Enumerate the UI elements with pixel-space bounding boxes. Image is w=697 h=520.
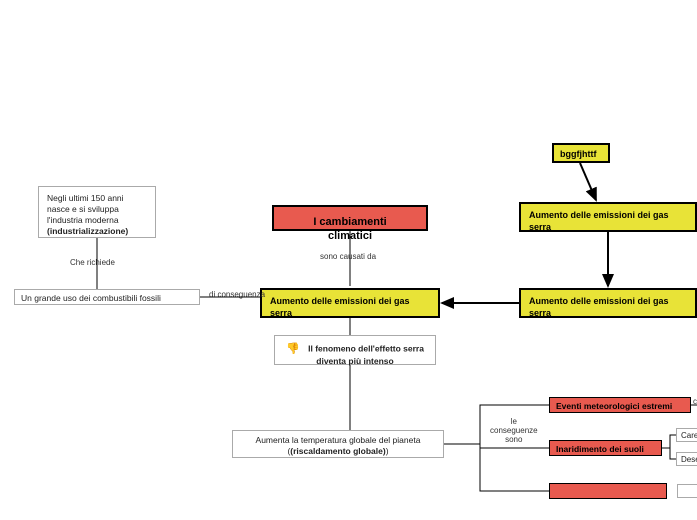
edge-riscald-inarid: [444, 444, 549, 448]
leconseg-line1: conseguenze: [490, 426, 538, 435]
node-carestie[interactable]: Carestie: [676, 428, 697, 442]
label-sono-causati: sono causati da: [320, 252, 376, 261]
node-red-bottom[interactable]: [549, 483, 667, 499]
riscald-line1: (riscaldamento globale): [290, 446, 385, 456]
node-emiss-center[interactable]: Aumento delle emissioni dei gas serra: [260, 288, 440, 318]
node-title[interactable]: I cambiamenti climatici: [272, 205, 428, 231]
industrial-line3: (industrializzazione): [47, 226, 128, 236]
node-fossili[interactable]: Un grande uso dei combustibili fossili: [14, 289, 200, 305]
industrial-line2: l'industria moderna: [47, 215, 119, 225]
node-bggf[interactable]: bggfjhttf: [552, 143, 610, 163]
edge-inarid-carestie: [662, 435, 676, 448]
node-eventi[interactable]: Eventi meteorologici estremi: [549, 397, 691, 413]
node-riscald[interactable]: Aumenta la temperatura globale del piane…: [232, 430, 444, 458]
riscald-line0: Aumenta la temperatura globale del piane…: [256, 435, 421, 445]
effetto-text: Il fenomeno dell'effetto serra diventa p…: [308, 343, 424, 366]
label-che-richiede: Che richiede: [70, 258, 115, 267]
industrial-line1: nasce e si sviluppa: [47, 204, 119, 214]
leconseg-line2: sono: [505, 435, 522, 444]
label-di-conseguenza: di conseguenza: [209, 290, 265, 299]
node-desertif[interactable]: Desertificazio: [676, 452, 697, 466]
node-emiss-right[interactable]: Aumento delle emissioni dei gas serra: [519, 288, 697, 318]
node-emiss-top-right[interactable]: Aumento delle emissioni dei gas serra: [519, 202, 697, 232]
node-effetto[interactable]: 👎 Il fenomeno dell'effetto serra diventa…: [274, 335, 436, 365]
industrial-line0: Negli ultimi 150 anni: [47, 193, 124, 203]
node-industrial[interactable]: Negli ultimi 150 anni nasce e si svilupp…: [38, 186, 156, 238]
node-ch-cut: ch: [693, 397, 697, 406]
edge-bggf-emiss_top_right: [580, 163, 596, 200]
leconseg-line0: le: [511, 417, 517, 426]
node-white-bottom[interactable]: [677, 484, 697, 498]
hand-down-icon: 👎: [286, 342, 300, 356]
label-le-conseguenze: le conseguenze sono: [490, 418, 538, 444]
node-inarid[interactable]: Inaridimento dei suoli: [549, 440, 662, 456]
edge-riscald-red_bottom: [444, 444, 549, 491]
edge-inarid-desertif: [662, 448, 676, 459]
